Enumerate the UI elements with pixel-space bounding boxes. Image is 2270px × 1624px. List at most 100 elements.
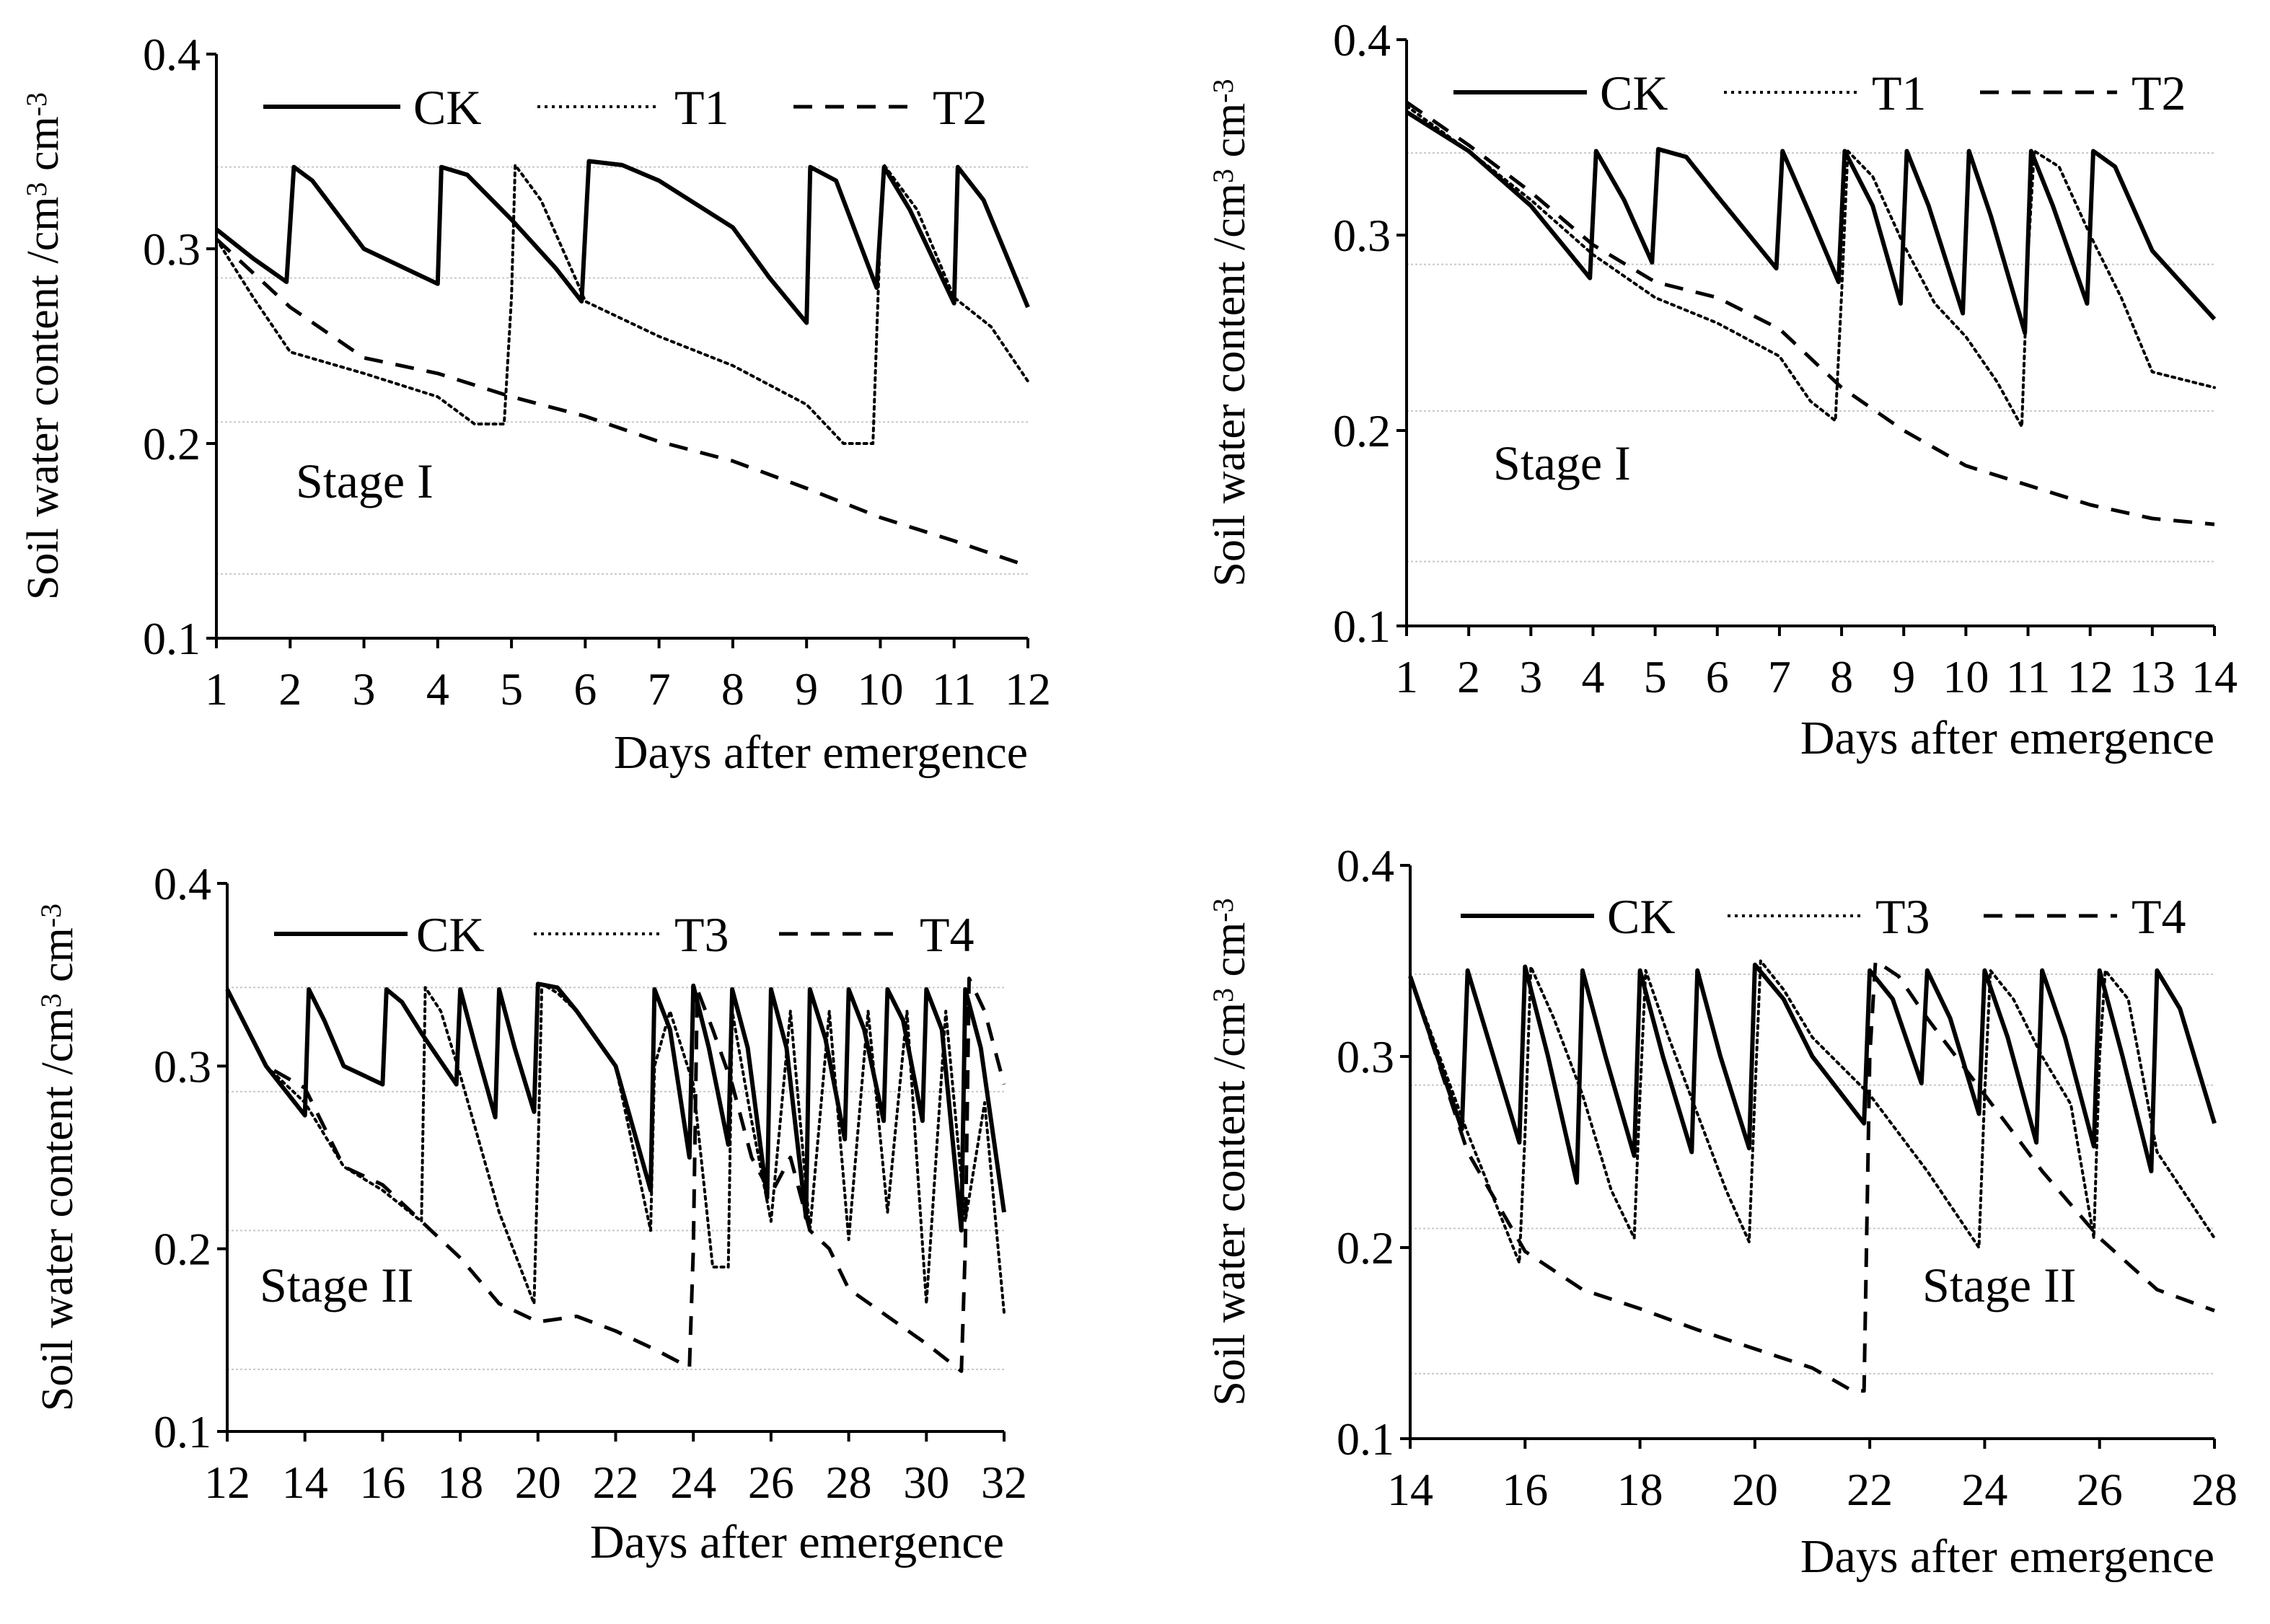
series-line-t3 bbox=[226, 982, 1006, 1315]
x-tick-label: 3 bbox=[353, 663, 376, 715]
series-line-t3 bbox=[1409, 959, 2216, 1265]
y-axis-title: Soil water content /cm3 cm-3 bbox=[1205, 898, 1254, 1405]
series-line-ck bbox=[215, 159, 1030, 325]
x-tick-label: 7 bbox=[1768, 651, 1791, 702]
x-tick-label: 18 bbox=[437, 1457, 483, 1508]
x-tick-label: 13 bbox=[2129, 651, 2176, 702]
x-tick-label: 28 bbox=[826, 1457, 872, 1508]
x-tick-label: 9 bbox=[1892, 651, 1915, 702]
legend-label-t3: T3 bbox=[1875, 889, 1930, 944]
y-tick-label: 0.4 bbox=[1333, 14, 1391, 66]
x-tick-label: 5 bbox=[1644, 651, 1667, 702]
y-tick-label: 0.4 bbox=[143, 29, 201, 80]
y-tick-label: 0.4 bbox=[1337, 840, 1394, 891]
legend-label-t2: T2 bbox=[2132, 66, 2186, 120]
x-tick-label: 30 bbox=[903, 1457, 949, 1508]
x-tick-label: 20 bbox=[515, 1457, 561, 1508]
y-tick-label: 0.2 bbox=[1333, 405, 1391, 456]
stage-label: Stage II bbox=[260, 1258, 413, 1312]
y-tick-label: 0.3 bbox=[143, 224, 201, 275]
x-tick-label: 22 bbox=[593, 1457, 639, 1508]
y-axis-title: Soil water content /cm3 cm-3 bbox=[1205, 79, 1254, 586]
x-tick-label: 10 bbox=[1943, 651, 1989, 702]
x-tick-label: 20 bbox=[1732, 1464, 1778, 1515]
x-tick-label: 12 bbox=[2067, 651, 2113, 702]
x-tick-label: 3 bbox=[1519, 651, 1542, 702]
x-tick-label: 26 bbox=[748, 1457, 794, 1508]
legend-label-ck: CK bbox=[1607, 889, 1675, 944]
y-tick-label: 0.1 bbox=[1337, 1413, 1394, 1465]
x-tick-label: 11 bbox=[2006, 651, 2051, 702]
legend: CK T3 T4 bbox=[274, 907, 975, 962]
x-tick-label: 9 bbox=[795, 663, 818, 715]
y-tick-label: 0.3 bbox=[154, 1041, 211, 1092]
x-axis-title: Days after emergence bbox=[1800, 1530, 2214, 1583]
y-tick-label: 0.3 bbox=[1337, 1031, 1394, 1082]
stage-label: Stage II bbox=[1922, 1258, 2076, 1312]
y-tick-label: 0.1 bbox=[143, 613, 201, 664]
x-tick-label: 8 bbox=[721, 663, 744, 715]
x-tick-label: 18 bbox=[1617, 1464, 1663, 1515]
chart-panel-3: 0.1 0.2 0.3 0.4 12 14 16 18 20 22 24 26 28 30 32 CK T3 T4… bbox=[33, 858, 1027, 1568]
y-tick-label: 0.1 bbox=[1333, 601, 1391, 652]
y-tick-label: 0.3 bbox=[1333, 210, 1391, 261]
legend-label-ck: CK bbox=[416, 907, 484, 962]
series-line-t1 bbox=[1405, 105, 2216, 428]
x-axis-title: Days after emergence bbox=[590, 1516, 1004, 1568]
chart-panel-4: 0.1 0.2 0.3 0.4 14 16 18 20 22 24 26 28 CK T3 T4 Stage … bbox=[1205, 840, 2238, 1583]
x-tick-label: 14 bbox=[1387, 1464, 1433, 1515]
legend-label-t2: T2 bbox=[933, 80, 987, 135]
x-tick-label: 28 bbox=[2191, 1464, 2238, 1515]
x-tick-label: 32 bbox=[981, 1457, 1027, 1508]
x-tick-label: 12 bbox=[1005, 663, 1051, 715]
x-tick-label: 26 bbox=[2077, 1464, 2123, 1515]
series-line-ck bbox=[1408, 962, 2217, 1185]
legend-label-ck: CK bbox=[1600, 66, 1668, 120]
legend: CK T3 T4 bbox=[1461, 889, 2186, 944]
legend: CK T1 T2 bbox=[263, 80, 987, 135]
x-tick-label: 1 bbox=[205, 663, 228, 715]
series-line-t2 bbox=[215, 237, 1029, 568]
legend: CK T1 T2 bbox=[1453, 66, 2186, 120]
series-line-t4 bbox=[225, 976, 1006, 1373]
x-tick-label: 7 bbox=[648, 663, 671, 715]
series-line-ck bbox=[225, 981, 1006, 1233]
y-axis-title: Soil water content /cm3 cm-3 bbox=[19, 92, 68, 600]
x-tick-label: 14 bbox=[282, 1457, 328, 1508]
y-tick-label: 0.2 bbox=[143, 418, 201, 469]
stage-label: Stage I bbox=[1493, 436, 1631, 490]
x-tick-label: 24 bbox=[1961, 1464, 2007, 1515]
legend-label-t4: T4 bbox=[2132, 889, 2186, 944]
series-line-t2 bbox=[1405, 100, 2215, 526]
legend-label-t3: T3 bbox=[674, 907, 729, 962]
x-axis-title: Days after emergence bbox=[1800, 712, 2214, 764]
series-line-t1 bbox=[215, 163, 1029, 445]
x-tick-label: 5 bbox=[500, 663, 523, 715]
y-tick-label: 0.4 bbox=[154, 858, 211, 909]
x-tick-label: 4 bbox=[426, 663, 449, 715]
x-tick-label: 16 bbox=[359, 1457, 405, 1508]
y-tick-label: 0.2 bbox=[154, 1224, 211, 1275]
x-axis-title: Days after emergence bbox=[614, 726, 1028, 779]
x-tick-label: 14 bbox=[2191, 651, 2238, 702]
x-tick-label: 24 bbox=[670, 1457, 716, 1508]
x-tick-label: 2 bbox=[278, 663, 302, 715]
x-tick-label: 8 bbox=[1830, 651, 1853, 702]
x-tick-label: 11 bbox=[932, 663, 977, 715]
x-tick-label: 4 bbox=[1581, 651, 1604, 702]
legend-label-t1: T1 bbox=[1872, 66, 1927, 120]
legend-label-t1: T1 bbox=[674, 80, 729, 135]
stage-label: Stage I bbox=[296, 454, 434, 508]
x-tick-label: 2 bbox=[1457, 651, 1480, 702]
x-tick-label: 16 bbox=[1502, 1464, 1548, 1515]
y-axis-title: Soil water content /cm3 cm-3 bbox=[33, 904, 82, 1411]
x-tick-label: 6 bbox=[573, 663, 597, 715]
x-tick-label: 6 bbox=[1706, 651, 1729, 702]
series-line-t4 bbox=[1408, 959, 2215, 1393]
y-tick-label: 0.1 bbox=[154, 1406, 211, 1457]
x-tick-label: 12 bbox=[204, 1457, 250, 1508]
x-tick-label: 22 bbox=[1847, 1464, 1893, 1515]
